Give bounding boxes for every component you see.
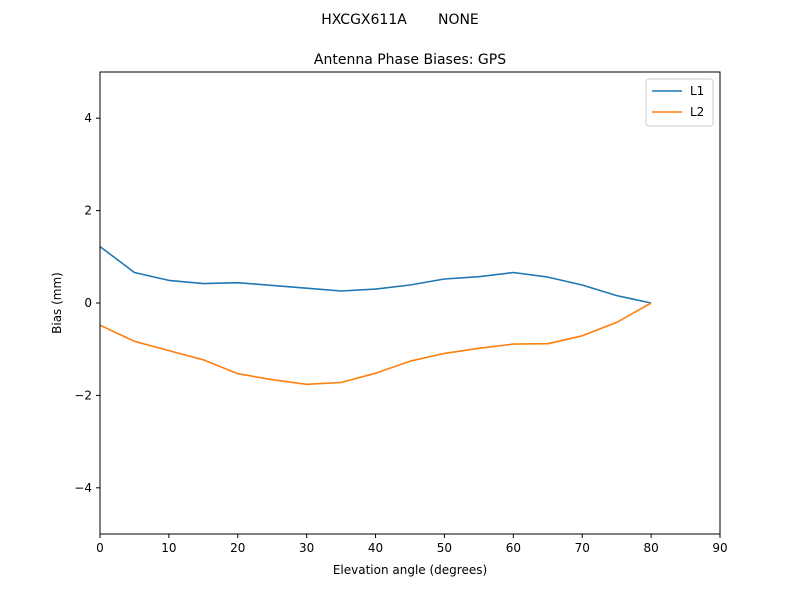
x-axis-ticks: 0 10 20 30 40 50 60 70 80 90	[96, 534, 728, 555]
x-tick-label: 40	[368, 541, 383, 555]
x-tick-label: 20	[230, 541, 245, 555]
x-tick-label: 50	[437, 541, 452, 555]
legend: L1 L2	[645, 78, 714, 127]
chart-title: Antenna Phase Biases: GPS	[314, 52, 506, 68]
x-tick-label: 30	[299, 541, 314, 555]
x-tick-label: 80	[643, 541, 658, 555]
x-tick-label: 90	[712, 541, 727, 555]
x-tick-label: 70	[575, 541, 590, 555]
x-tick-label: 60	[506, 541, 521, 555]
x-axis-label: Elevation angle (degrees)	[333, 563, 487, 577]
plot-frame	[99, 71, 721, 535]
y-tick-label: −2	[74, 388, 92, 402]
series-line-l2	[99, 302, 652, 386]
legend-label-l2: L2	[690, 105, 704, 119]
series-line-l1	[99, 245, 652, 304]
x-tick-label: 0	[96, 541, 104, 555]
y-axis-ticks: −4 −2 0 2 4	[74, 111, 100, 495]
y-tick-label: 2	[84, 204, 92, 218]
y-axis-label: Bias (mm)	[50, 272, 64, 334]
legend-label-l1: L1	[690, 84, 704, 98]
chart-suptitle: HXCGX611A NONE	[321, 12, 479, 28]
x-tick-label: 10	[161, 541, 176, 555]
y-tick-label: 4	[84, 111, 92, 125]
y-tick-label: 0	[84, 296, 92, 310]
series-layer	[99, 245, 652, 386]
y-tick-label: −4	[74, 481, 92, 495]
